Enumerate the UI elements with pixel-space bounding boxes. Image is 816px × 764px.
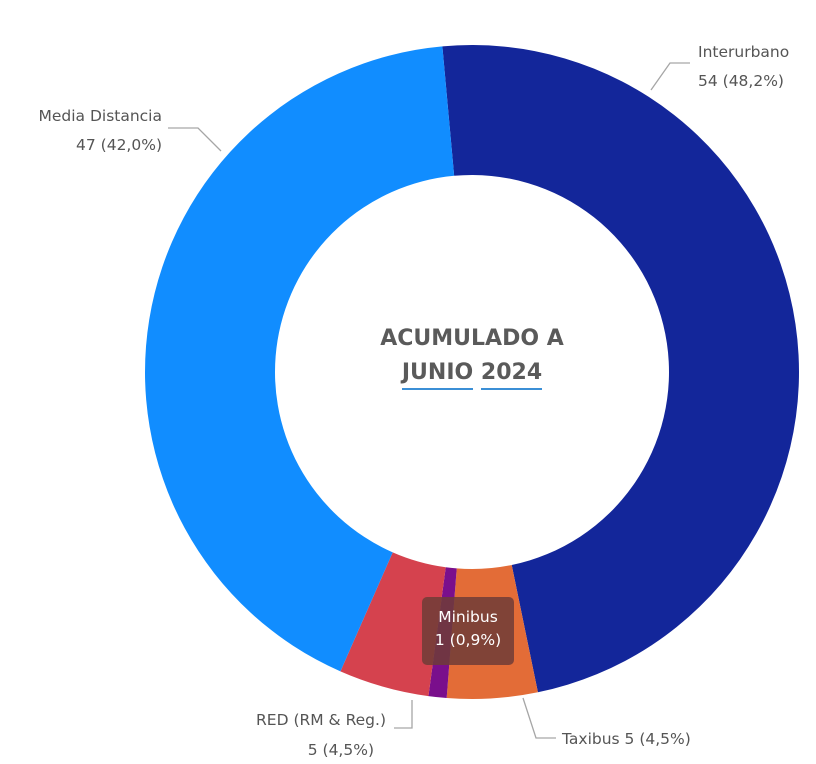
tooltip-name: Minibus xyxy=(438,608,498,626)
label-media-distancia-name: Media Distancia xyxy=(38,107,162,125)
label-interurbano-name: Interurbano xyxy=(698,43,789,61)
leader-line-interurbano xyxy=(650,62,690,91)
slice-interurbano[interactable] xyxy=(442,45,800,693)
slice-media-distancia[interactable] xyxy=(145,46,455,672)
tooltip-minibus: Minibus 1 (0,9%) xyxy=(422,597,514,665)
center-title-word-2024[interactable]: 2024 xyxy=(480,358,543,390)
label-interurbano-value: 54 (48,2%) xyxy=(698,72,784,90)
center-title-line1: ACUMULADO A xyxy=(380,326,564,351)
slice-red-rm-reg[interactable] xyxy=(340,552,446,697)
label-red-name: RED (RM & Reg.) xyxy=(256,711,386,729)
label-red-value: 5 (4,5%) xyxy=(308,741,374,759)
leader-line-taxibus xyxy=(522,697,556,739)
label-media-distancia-value: 47 (42,0%) xyxy=(76,136,162,154)
center-title-line2: JUNIO 2024 xyxy=(322,356,622,390)
tooltip-value: 1 (0,9%) xyxy=(434,631,502,649)
leader-line-media-distancia xyxy=(168,127,222,152)
center-title-word-junio[interactable]: JUNIO xyxy=(401,358,474,390)
leader-line-red xyxy=(394,700,413,729)
center-title: ACUMULADO A JUNIO 2024 xyxy=(322,322,622,390)
label-taxibus: Taxibus 5 (4,5%) xyxy=(561,730,691,748)
